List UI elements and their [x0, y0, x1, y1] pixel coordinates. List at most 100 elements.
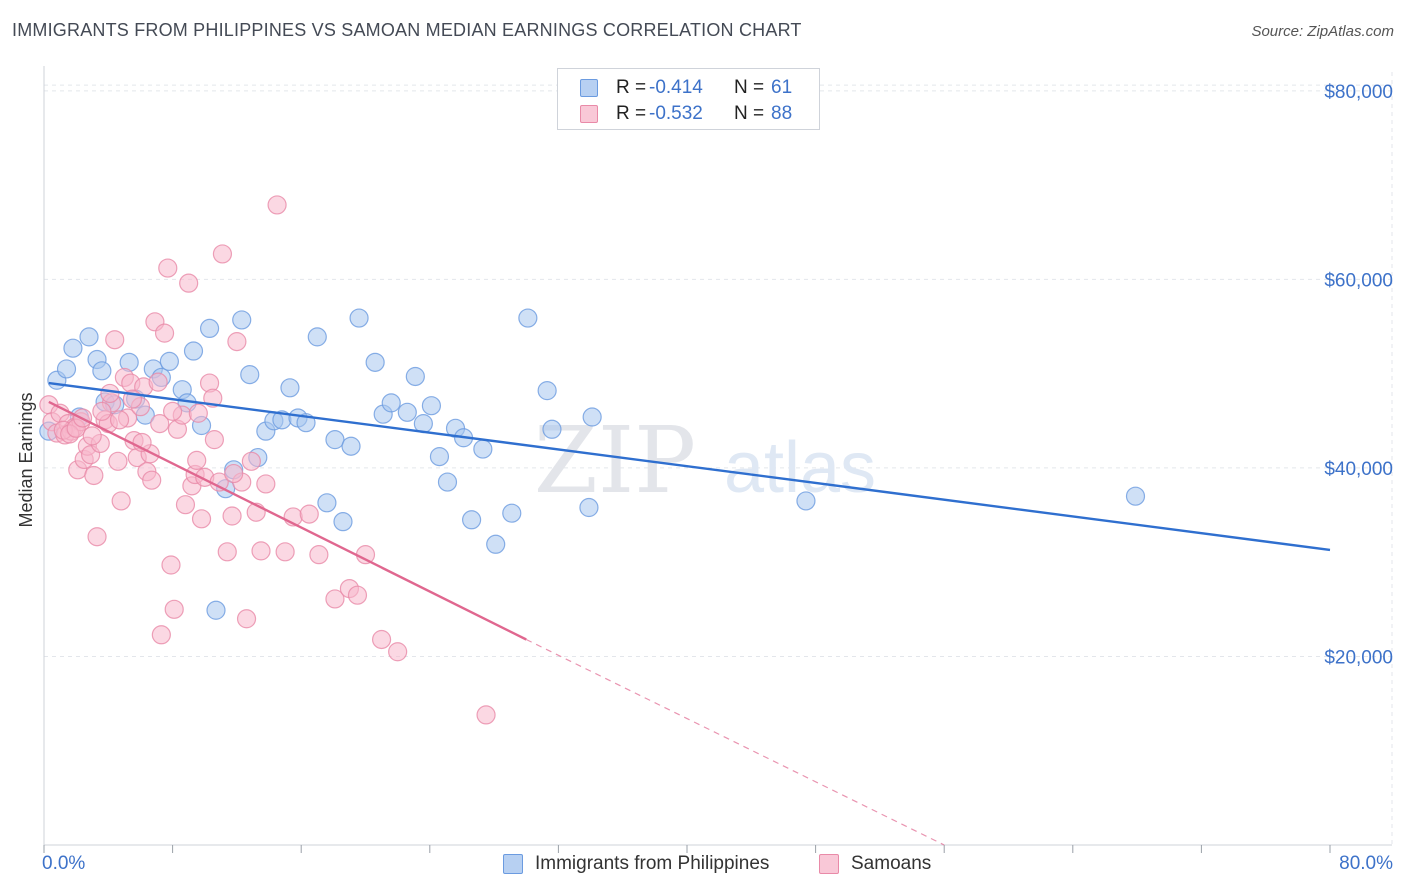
trend-line-extension-samoans	[525, 638, 945, 846]
point-samoans	[105, 330, 125, 350]
y-axis-label: Median Earnings	[16, 392, 36, 527]
y-tick-label: $80,000	[1324, 82, 1393, 103]
trend-layer	[48, 381, 1331, 846]
point-samoans	[151, 625, 171, 645]
point-philippines	[537, 381, 557, 401]
point-samoans	[347, 585, 368, 605]
chart-title: IMMIGRANTS FROM PHILIPPINES VS SAMOAN ME…	[12, 20, 802, 40]
point-philippines	[92, 361, 112, 381]
trend-line-samoans	[48, 400, 527, 641]
point-samoans	[251, 541, 271, 561]
point-samoans	[224, 463, 244, 484]
point-samoans	[212, 244, 233, 264]
source-label: Source: ZipAtlas.com	[1251, 23, 1394, 40]
legend-r-value: -0.532	[649, 103, 703, 124]
point-philippines	[437, 472, 458, 492]
point-philippines	[232, 310, 252, 330]
point-philippines	[325, 430, 345, 450]
grid-layer	[44, 72, 1393, 845]
point-samoans	[161, 555, 181, 575]
y-tick-label: $40,000	[1324, 459, 1393, 480]
point-samoans	[87, 527, 107, 547]
point-philippines	[63, 338, 83, 358]
point-samoans	[142, 470, 162, 490]
point-samoans	[299, 504, 319, 524]
point-philippines	[341, 436, 361, 456]
point-samoans	[92, 401, 112, 421]
point-philippines	[518, 308, 538, 328]
point-philippines	[199, 318, 220, 339]
point-philippines	[1125, 486, 1146, 506]
point-samoans	[275, 542, 295, 562]
point-samoans	[191, 509, 212, 529]
point-philippines	[542, 419, 562, 439]
point-samoans	[187, 450, 207, 470]
point-samoans	[267, 195, 287, 215]
x-tick-label-min: 0.0%	[42, 853, 85, 874]
point-philippines	[429, 447, 450, 467]
point-samoans	[241, 451, 261, 471]
legend-row-samoans: R = -0.532 N = 88	[558, 101, 819, 127]
point-philippines	[79, 327, 99, 347]
point-philippines	[333, 512, 353, 532]
point-samoans	[148, 372, 168, 392]
legend-n-value: 61	[771, 77, 793, 98]
point-philippines	[461, 510, 482, 530]
point-philippines	[579, 497, 599, 518]
point-samoans	[227, 332, 247, 352]
point-samoans	[179, 273, 199, 293]
legend-r-label: R =	[616, 103, 647, 124]
bottom-legend-swatch-blue	[503, 854, 523, 874]
point-philippines	[796, 491, 816, 511]
point-samoans	[217, 542, 237, 562]
legend-n-label: N =	[734, 77, 765, 98]
watermark-zip: ZIP	[534, 407, 696, 514]
point-samoans	[204, 430, 224, 450]
correlation-legend: R = -0.414 N = 61 R = -0.532 N = 88	[557, 68, 820, 130]
point-philippines	[381, 393, 401, 413]
bottom-legend-label: Immigrants from Philippines	[535, 853, 770, 874]
point-samoans	[175, 495, 196, 515]
y-tick-label: $20,000	[1324, 647, 1393, 668]
points-layer	[39, 195, 1146, 725]
point-samoans	[256, 474, 276, 494]
legend-n-label: N =	[734, 103, 765, 124]
point-philippines	[159, 351, 179, 372]
point-philippines	[206, 600, 226, 620]
point-samoans	[108, 451, 128, 471]
point-samoans	[309, 545, 329, 565]
y-tick-label: $60,000	[1324, 270, 1393, 291]
point-philippines	[317, 493, 337, 513]
point-philippines	[365, 352, 385, 372]
labels-layer: $20,000 $40,000 $60,000 $80,000 0.0% 80.0% Med…	[16, 82, 1393, 874]
legend-n-value: 88	[771, 103, 793, 124]
legend-swatch-pink	[580, 105, 598, 123]
point-philippines	[502, 503, 522, 523]
point-philippines	[421, 396, 442, 416]
point-samoans	[236, 609, 257, 629]
point-philippines	[405, 366, 425, 387]
point-samoans	[150, 414, 170, 434]
point-philippines	[307, 327, 327, 347]
point-samoans	[164, 599, 184, 619]
legend-r-label: R =	[616, 77, 647, 98]
bottom-legend-swatch-pink	[819, 854, 839, 874]
point-philippines	[183, 341, 204, 361]
point-samoans	[100, 383, 120, 404]
point-samoans	[325, 589, 345, 609]
point-philippines	[582, 407, 602, 427]
point-samoans	[82, 426, 102, 446]
point-samoans	[84, 465, 104, 486]
trend-line-philippines	[48, 381, 1331, 552]
point-philippines	[56, 359, 77, 379]
point-samoans	[163, 401, 183, 421]
point-philippines	[349, 308, 369, 328]
point-philippines	[240, 365, 260, 385]
point-samoans	[222, 506, 242, 526]
point-samoans	[388, 642, 408, 662]
legend-r-value: -0.414	[649, 77, 703, 98]
point-samoans	[154, 323, 175, 343]
legend-row-philippines: R = -0.414 N = 61	[558, 75, 819, 101]
legend-swatch-blue	[580, 79, 598, 97]
